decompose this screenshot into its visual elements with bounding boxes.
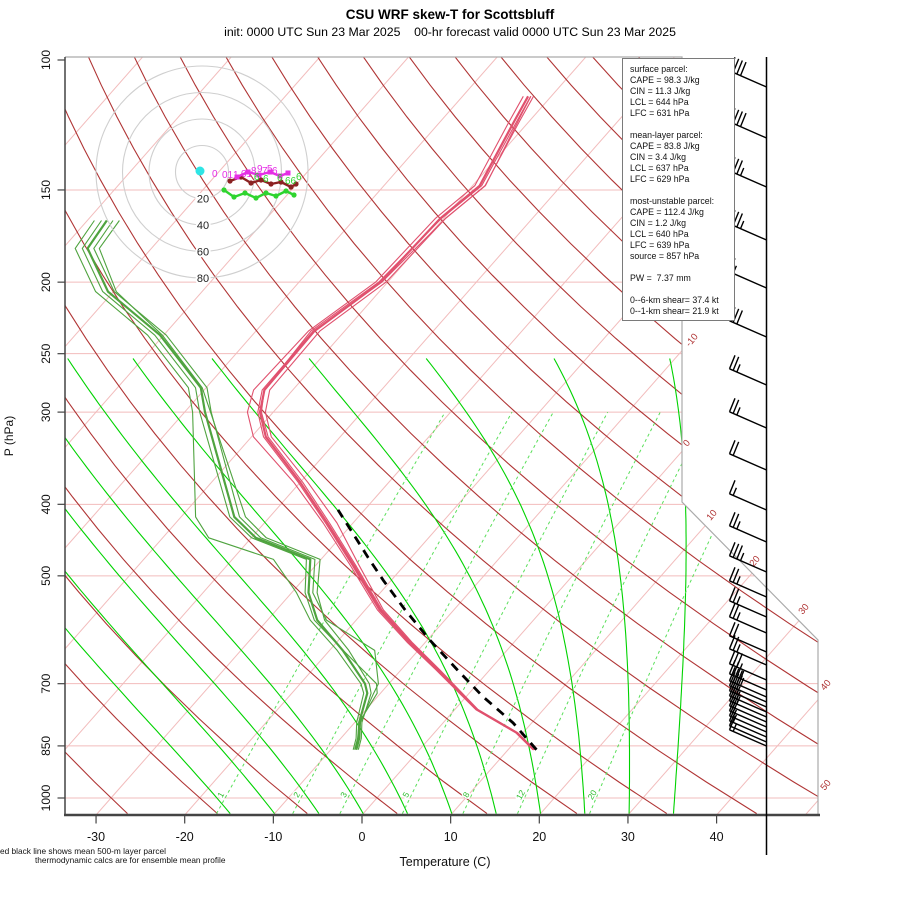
svg-text:6: 6	[272, 166, 278, 177]
svg-text:20: 20	[532, 830, 546, 844]
svg-text:7: 7	[262, 166, 268, 177]
svg-text:60: 60	[197, 247, 209, 259]
svg-text:40: 40	[710, 830, 724, 844]
svg-text:850: 850	[39, 736, 53, 756]
svg-text:6: 6	[263, 174, 269, 185]
svg-text:100: 100	[39, 50, 53, 70]
pressure-axis-label: P (hPa)	[2, 416, 16, 456]
figure-title: CSU WRF skew-T for Scottsbluff	[345, 7, 555, 22]
svg-text:150: 150	[39, 180, 53, 200]
wind-barb-column	[728, 57, 768, 855]
stats-line: most-unstable parcel:	[630, 196, 715, 206]
temperature-axis: -30 -20 -10 0 10 20 30 40 Temperature (C)	[87, 815, 724, 869]
svg-text:6: 6	[254, 172, 260, 183]
svg-text:01: 01	[222, 170, 234, 181]
svg-text:400: 400	[39, 494, 53, 514]
stats-line	[630, 119, 734, 130]
stats-line: source = 857 hPa	[630, 251, 700, 261]
mixing-ratio-labels: 1 2 3 5 8 12 20	[214, 786, 601, 802]
svg-text:12: 12	[514, 788, 528, 801]
svg-text:6: 6	[277, 173, 283, 184]
svg-text:10: 10	[704, 508, 719, 523]
svg-text:0: 0	[359, 830, 366, 844]
footnote-thermo: thermodynamic calcs are for ensemble mea…	[35, 855, 226, 865]
svg-text:50: 50	[818, 778, 833, 793]
stats-line: CIN = 1.2 J/kg	[630, 218, 686, 228]
temperature-axis-label: Temperature (C)	[400, 855, 491, 869]
svg-text:-10: -10	[683, 332, 700, 350]
svg-text:80: 80	[197, 273, 209, 285]
parcel-trace	[336, 509, 538, 751]
mixing-ratio-lines	[216, 411, 771, 814]
stats-line: 0--1-km shear= 21.9 kt	[630, 306, 719, 316]
svg-text:1: 1	[233, 170, 239, 181]
stats-line: CAPE = 112.4 J/kg	[630, 207, 704, 217]
pressure-axis: 100 150 200 250 300 400 500 700 850 1000 P (hPa)	[2, 50, 65, 811]
stats-line: LFC = 631 hPa	[630, 108, 690, 118]
stats-line: PW = 7.37 mm	[630, 273, 691, 283]
stats-line: surface parcel:	[630, 64, 688, 74]
parcel-stats-panel: surface parcel: CAPE = 98.3 J/kg CIN = 11.…	[622, 58, 735, 321]
stats-line: LCL = 644 hPa	[630, 97, 689, 107]
svg-text:-20: -20	[176, 830, 194, 844]
footnote-parcel: ed black line shows mean 500-m layer par…	[0, 846, 167, 856]
stats-line: CIN = 3.4 J/kg	[630, 152, 686, 162]
svg-text:300: 300	[39, 402, 53, 422]
svg-text:30: 30	[621, 830, 635, 844]
svg-text:20: 20	[585, 788, 599, 801]
svg-text:500: 500	[39, 566, 53, 586]
svg-text:40: 40	[818, 678, 833, 693]
stats-line: LCL = 640 hPa	[630, 229, 689, 239]
hodograph-trace-green	[221, 187, 297, 201]
stats-line	[630, 284, 734, 295]
stats-line: 0--6-km shear= 37.4 kt	[630, 295, 719, 305]
plot-border	[64, 56, 820, 817]
stats-line: CIN = 11.3 J/kg	[630, 86, 691, 96]
svg-text:250: 250	[39, 343, 53, 363]
stats-line: CAPE = 98.3 J/kg	[630, 75, 700, 85]
svg-text:-10: -10	[264, 830, 282, 844]
stats-line: LFC = 629 hPa	[630, 174, 690, 184]
svg-text:6: 6	[296, 172, 302, 183]
svg-text:01: 01	[241, 169, 253, 180]
svg-text:9: 9	[257, 164, 263, 175]
hodograph-trace-maroon	[227, 174, 299, 190]
svg-text:0: 0	[681, 438, 693, 449]
svg-text:10: 10	[444, 830, 458, 844]
hodograph-origin-dot	[195, 166, 205, 176]
svg-text:66: 66	[285, 176, 297, 187]
svg-text:40: 40	[197, 220, 209, 232]
hodograph-trace-magenta	[234, 169, 291, 180]
temperature-ensemble	[246, 95, 536, 751]
svg-text:0: 0	[212, 169, 218, 180]
stats-line: mean-layer parcel:	[630, 130, 703, 140]
stats-line: CAPE = 83.8 J/kg	[630, 141, 700, 151]
dry-adiabats	[65, 57, 818, 815]
svg-text:200: 200	[39, 272, 53, 292]
svg-text:-30: -30	[87, 830, 105, 844]
stats-line	[630, 185, 734, 196]
stats-line	[630, 262, 734, 273]
moist-adiabats	[65, 358, 687, 814]
svg-text:8: 8	[251, 166, 257, 177]
figure-subtitle: init: 0000 UTC Sun 23 Mar 2025 00-hr for…	[224, 25, 676, 39]
svg-text:5: 5	[267, 164, 273, 175]
isobars	[65, 189, 818, 799]
svg-text:30: 30	[796, 602, 811, 617]
svg-text:1000: 1000	[39, 784, 53, 811]
stats-line: LCL = 637 hPa	[630, 163, 689, 173]
svg-text:700: 700	[39, 673, 53, 693]
dewpoint-ensemble	[74, 219, 379, 750]
svg-text:20: 20	[197, 194, 209, 206]
stats-line: LFC = 639 hPa	[630, 240, 690, 250]
